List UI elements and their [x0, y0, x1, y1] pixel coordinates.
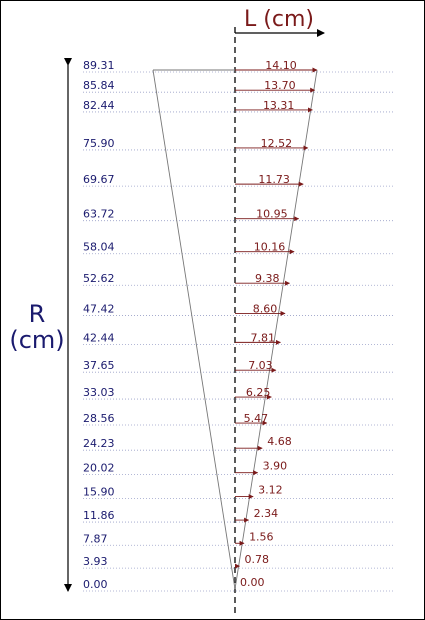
l-value-label: 0.00: [240, 576, 265, 589]
r-value-label: 11.86: [83, 509, 115, 522]
l-value-label: 7.03: [248, 359, 273, 372]
l-value-label: 7.81: [250, 331, 275, 344]
l-value-labels: 14.10 13.70 13.31 12.52 11.73 10.95 10.16 9.38 8…: [240, 59, 297, 589]
r-value-label: 24.23: [83, 437, 115, 450]
l-value-label: 6.25: [246, 386, 271, 399]
r-value-label: 28.56: [83, 412, 115, 425]
l-value-label: 10.95: [256, 208, 288, 221]
l-value-label: 4.68: [267, 435, 292, 448]
l-value-label: 3.12: [258, 484, 283, 497]
r-value-label: 85.84: [83, 79, 115, 92]
r-axis-title-line2: (cm): [9, 326, 64, 354]
r-value-label: 7.87: [83, 532, 108, 545]
l-value-label: 13.31: [263, 99, 295, 112]
r-value-label: 42.44: [83, 331, 115, 344]
l-value-label: 10.16: [254, 241, 286, 254]
r-value-label: 3.93: [83, 555, 108, 568]
l-value-label: 5.47: [244, 412, 269, 425]
l-value-label: 0.78: [245, 553, 270, 566]
r-value-label: 75.90: [83, 137, 115, 150]
r-value-label: 15.90: [83, 486, 115, 499]
r-value-labels: 89.31 85.84 82.44 75.90 69.67 63.72 58.04 52.62…: [83, 59, 115, 591]
l-value-label: 8.60: [253, 302, 278, 315]
l-axis-title: L (cm): [244, 7, 314, 32]
r-value-label: 37.65: [83, 359, 115, 372]
l-value-label: 11.73: [258, 173, 290, 186]
r-value-label: 69.67: [83, 173, 115, 186]
l-value-label: 9.38: [255, 272, 280, 285]
r-axis-title-line1: R: [29, 300, 46, 328]
r-value-label: 47.42: [83, 302, 115, 315]
r-value-label: 20.02: [83, 462, 115, 475]
cone-left-edge: [152, 69, 236, 590]
l-value-label: 2.34: [254, 507, 279, 520]
l-value-label: 12.52: [261, 137, 293, 150]
l-value-label: 14.10: [265, 59, 297, 72]
length-arrows: [235, 67, 318, 569]
r-value-label: 63.72: [83, 208, 115, 221]
r-value-label: 89.31: [83, 59, 115, 72]
l-value-label: 3.90: [263, 460, 288, 473]
cone-right-edge: [234, 69, 318, 590]
r-value-label: 0.00: [83, 578, 108, 591]
l-value-label: 1.56: [249, 530, 273, 543]
r-value-label: 52.62: [83, 272, 115, 285]
l-value-label: 13.70: [264, 79, 296, 92]
r-value-label: 58.04: [83, 241, 115, 254]
guide-lines: [83, 71, 393, 592]
r-value-label: 33.03: [83, 386, 115, 399]
r-value-label: 82.44: [83, 99, 115, 112]
